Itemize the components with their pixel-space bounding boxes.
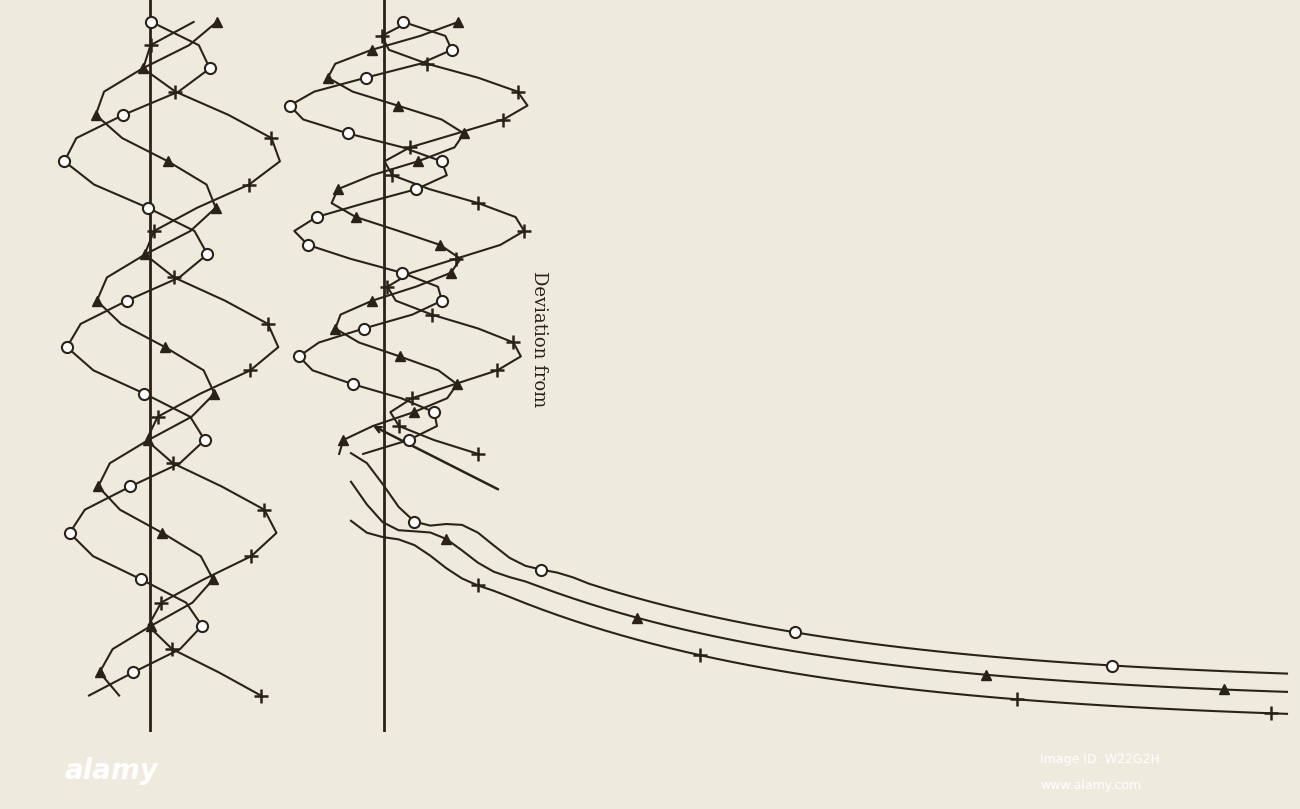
- Text: Image ID: W22G2H: Image ID: W22G2H: [1040, 752, 1160, 765]
- Text: alamy: alamy: [65, 756, 159, 785]
- Text: Deviation from: Deviation from: [530, 271, 549, 407]
- Text: www.alamy.com: www.alamy.com: [1040, 779, 1141, 793]
